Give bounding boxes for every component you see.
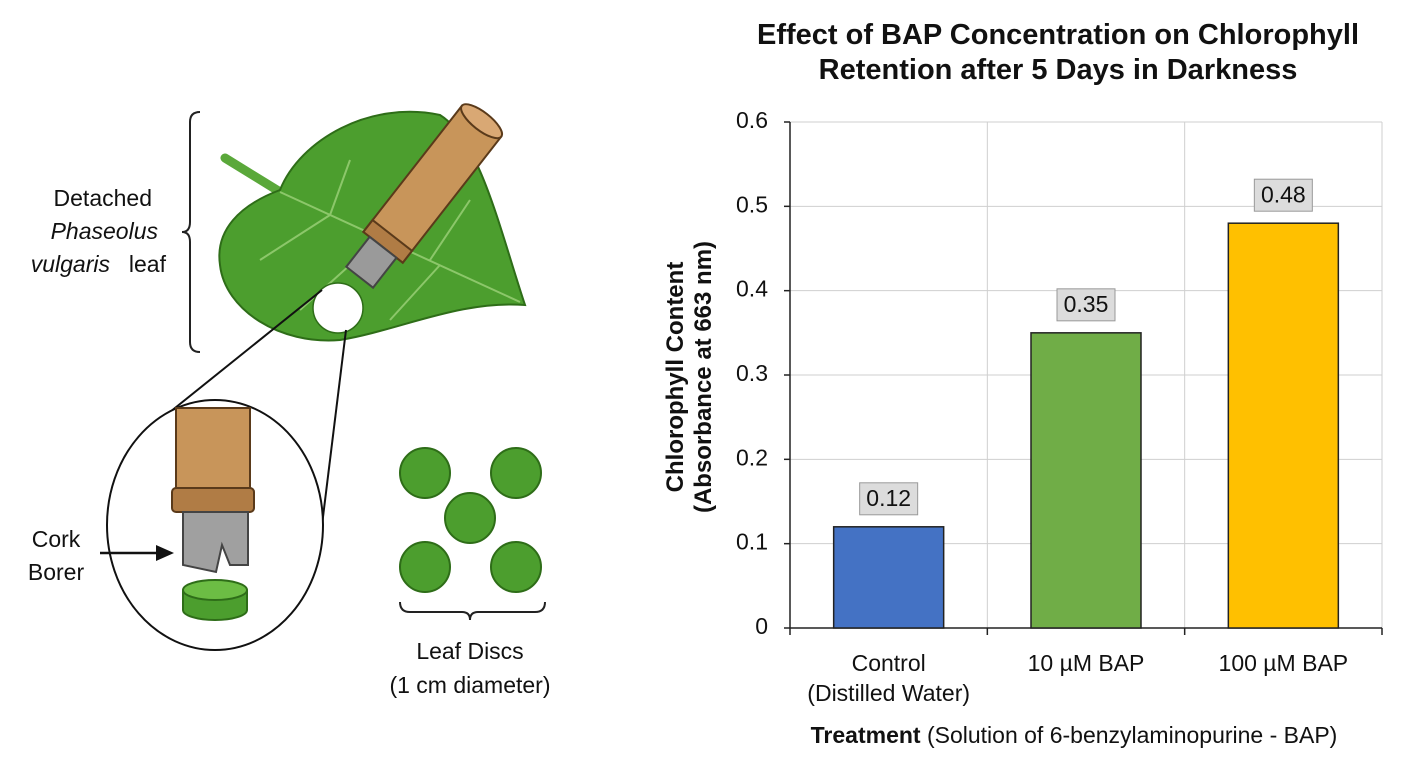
value-label-box [859, 482, 919, 516]
borer-label: Borer [28, 559, 85, 585]
y-tick-label: 0 [755, 613, 768, 639]
value-label: 0.48 [1261, 181, 1306, 207]
y-axis-label: Chlorophyll Content (Absorbance at 663 n… [662, 240, 717, 514]
y-tick-label: 0.5 [736, 191, 768, 217]
y-tick-label: 0.1 [736, 529, 768, 555]
leaf-label: vulgaris [31, 251, 111, 277]
leaf-label: leaf [129, 251, 167, 277]
cut-disc-top [182, 579, 248, 601]
y-tick-label: 0.6 [736, 107, 768, 133]
zoom-line [321, 329, 347, 526]
leaf-hole [312, 282, 364, 334]
cork-borer [344, 103, 504, 290]
y-tick-label: 0.4 [736, 276, 768, 302]
x-tick-label: 100 µM BAP [1218, 650, 1349, 676]
chart-title: Effect of BAP Concentration on Chlorophy… [756, 19, 1360, 86]
brace [399, 601, 546, 621]
borer-collar [171, 487, 255, 513]
arrow-head [156, 545, 174, 561]
brace [181, 111, 201, 353]
leaf-stem [220, 153, 290, 200]
bar [832, 526, 945, 629]
x-axis-label-emphasis: Treatment [810, 722, 921, 748]
borer-handle [175, 407, 251, 491]
y-tick-label: 0.2 [736, 444, 768, 470]
discs-label: Leaf Discs [416, 638, 523, 664]
discs-label: (1 cm diameter) [389, 672, 550, 698]
x-axis-label-text: (Solution of 6-benzylaminopurine - BAP) [926, 722, 1338, 748]
zoom-line [169, 289, 323, 413]
leaf-label: Phaseolus [51, 218, 159, 244]
leaf-label: Detached [54, 185, 152, 211]
bar [1030, 332, 1142, 629]
value-label-box [1056, 288, 1116, 322]
y-tick-label: 0.3 [736, 360, 768, 386]
leaf-discs [399, 447, 542, 593]
borer-tip [182, 511, 249, 574]
bar [1227, 222, 1340, 629]
borer-label: Cork [32, 526, 81, 552]
value-label-box [1253, 178, 1313, 212]
value-label: 0.12 [866, 485, 911, 511]
x-axis-label: Treatment (Solution of 6-benzylaminopuri… [740, 722, 1408, 749]
value-label: 0.35 [1064, 291, 1109, 317]
x-tick-label: Control (Distilled Water) [807, 650, 971, 706]
x-tick-label: 10 µM BAP [1027, 650, 1145, 676]
